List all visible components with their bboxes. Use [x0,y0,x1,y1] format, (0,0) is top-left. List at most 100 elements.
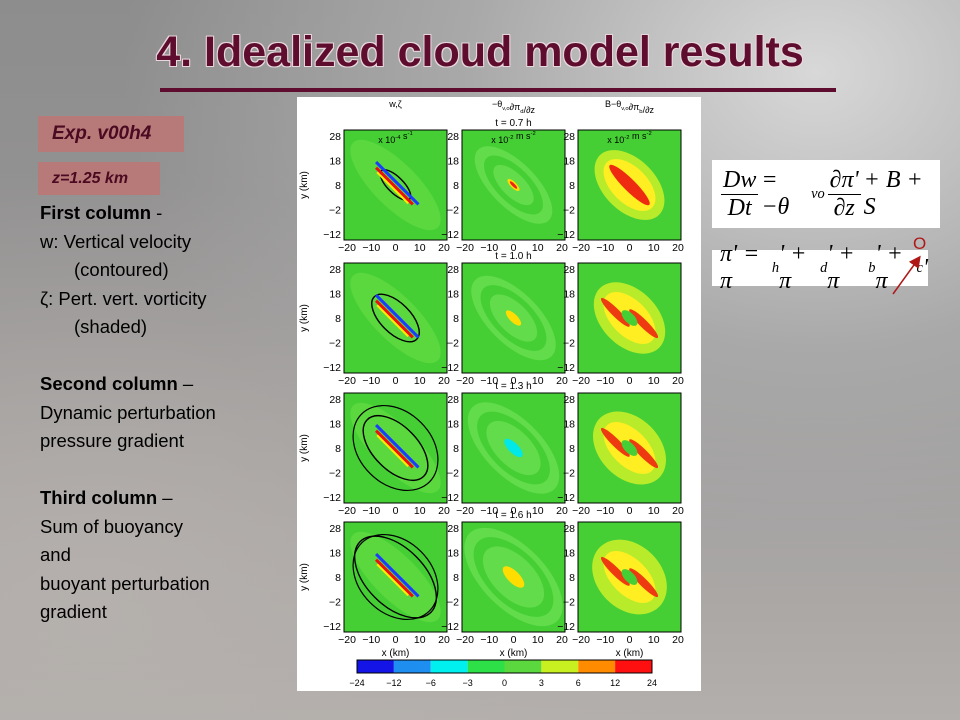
y-tick-label: −12 [557,492,575,504]
x-tick-label: 0 [393,634,399,646]
unit-label: x 10-2 m s-2 [491,131,535,145]
equation-text: ' + π [875,241,903,294]
y-tick-label: −2 [563,338,575,350]
denominator: Dt [727,194,752,221]
colorbar-segment [467,660,505,673]
colorbar-label: 12 [610,678,620,688]
note-dash: – [177,373,194,394]
x-tick-label: 20 [672,242,684,254]
x-tick-label: 20 [672,375,684,387]
y-axis-label: y (km) [299,304,310,332]
panel [578,130,681,240]
y-tick-label: 18 [563,419,575,431]
panel [344,522,447,632]
x-tick-label: −10 [596,634,614,646]
colorbar-segment [578,660,616,673]
y-tick-label: 28 [563,264,575,276]
x-tick-label: 0 [511,505,517,517]
y-tick-label: −12 [441,492,459,504]
column-header-sub: v,o [502,106,509,112]
x-tick-label: 10 [532,634,544,646]
x-tick-label: 0 [627,505,633,517]
x-tick-label: 10 [532,375,544,387]
x-tick-label: −10 [480,505,498,517]
note-heading-line: First column - [40,199,216,228]
x-tick-label: 20 [556,242,568,254]
x-tick-label: 20 [438,505,450,517]
unit-label-part: s [401,131,409,141]
x-tick-label: 20 [556,375,568,387]
note-dash: - [151,202,163,223]
note-line: Sum of buoyancy [40,515,183,537]
y-tick-label: 18 [329,419,341,431]
y-tick-label: 8 [569,180,575,192]
x-tick-label: −20 [572,634,590,646]
unit-label-sup: -2 [508,135,513,141]
numerator: Dw [721,166,759,195]
x-tick-label: 10 [532,242,544,254]
x-tick-label: 20 [438,375,450,387]
vorticity-red [374,558,414,598]
x-tick-label: 20 [438,242,450,254]
vorticity-yellow [376,563,409,597]
unit-label-part: m s [630,131,647,141]
time-label: t = 1.0 h [495,251,531,262]
x-tick-label: 20 [438,634,450,646]
x-tick-label: 20 [672,505,684,517]
vorticity-yellow [376,171,409,205]
y-tick-label: 8 [569,572,575,584]
blob [629,309,659,339]
unit-label-sup: -1 [408,131,413,137]
equation-text: ' + π [827,241,855,294]
x-axis-label: x (km) [382,648,410,659]
x-tick-label: −20 [338,375,356,387]
y-tick-label: 28 [329,523,341,535]
panel [578,393,681,503]
colorbar-segment [504,660,542,673]
equation-subscript: d [820,259,828,276]
x-tick-label: 0 [393,375,399,387]
x-tick-label: −20 [572,375,590,387]
panel [462,522,565,632]
colorbar-label: 6 [576,678,581,688]
inner [621,440,638,456]
y-tick-label: −2 [447,468,459,480]
core [502,566,525,588]
unit-label-sup: -2 [647,131,652,137]
y-tick-label: −12 [323,492,341,504]
note-line: pressure gradient [40,430,184,451]
x-tick-label: 0 [511,634,517,646]
y-tick-label: −12 [323,229,341,241]
contour [362,415,429,481]
panel-frame [577,392,682,504]
y-tick-label: −2 [329,205,341,217]
note-line: gradient [40,601,107,622]
core [505,310,522,326]
contour [371,293,420,343]
x-tick-label: 0 [511,242,517,254]
x-tick-label: 0 [627,375,633,387]
x-tick-label: −10 [362,375,380,387]
y-tick-label: 18 [329,289,341,301]
x-tick-label: −20 [338,242,356,254]
colorbar-frame [356,659,653,674]
y-tick-label: 28 [563,394,575,406]
y-tick-label: 18 [447,289,459,301]
colorbar-label: −3 [462,678,472,688]
denominator: ∂z [833,194,855,221]
x-tick-label: 10 [648,634,660,646]
y-tick-label: 8 [569,313,575,325]
y-tick-label: 18 [329,548,341,560]
column-header: B−θv,o∂πb/∂z [605,99,655,115]
x-tick-label: 0 [511,375,517,387]
x-tick-label: 10 [532,505,544,517]
core-red [509,181,518,189]
note-line: (shaded) [74,316,148,337]
unit-label-part: x 10 [607,135,624,145]
note-line: Dynamic perturbation [40,401,216,423]
panel [344,263,447,373]
note-heading-line: Third column – [40,484,216,513]
fraction: ∂π' ∂z [827,167,861,222]
x-tick-label: 20 [556,634,568,646]
y-tick-label: 18 [563,156,575,168]
